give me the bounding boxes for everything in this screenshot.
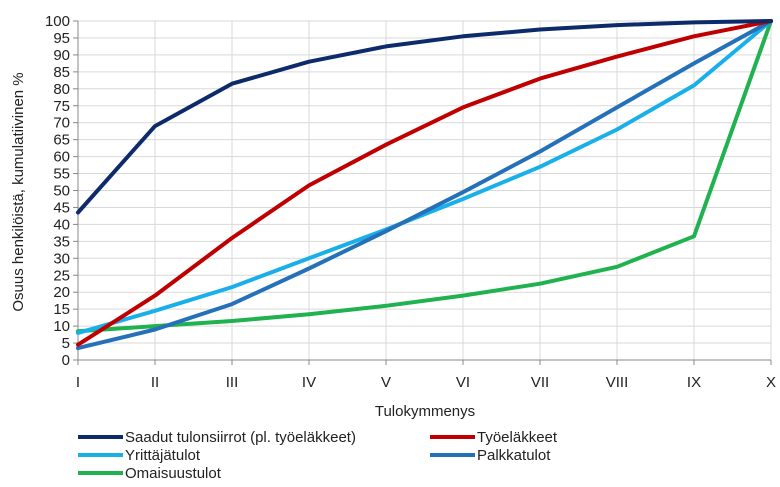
legend-label-0: Saadut tulonsiirrot (pl. työeläkkeet) [125, 429, 356, 446]
legend-label-1: Työeläkkeet [477, 429, 558, 446]
y-tick-label: 15 [53, 301, 70, 318]
y-tick-label: 85 [53, 64, 70, 81]
y-tick-label: 65 [53, 132, 70, 149]
x-tick-label: IV [302, 374, 316, 391]
x-tick-label: VI [456, 374, 470, 391]
series-line-2 [76, 19, 773, 335]
y-tick-label: 45 [53, 199, 70, 216]
y-axis-title: Osuus henkilöistä, kumulatiivinen % [10, 72, 27, 311]
y-tick-label: 30 [53, 250, 70, 267]
x-tick-label: V [381, 374, 391, 391]
y-tick-label: 10 [53, 318, 70, 335]
series-line-4 [76, 19, 773, 334]
y-tick-label: 5 [62, 335, 70, 352]
axes [73, 20, 772, 365]
y-tick-label: 40 [53, 216, 70, 233]
gridlines [77, 20, 772, 361]
y-tick-label: 75 [53, 98, 70, 115]
x-tick-label: II [151, 374, 159, 391]
legend: Saadut tulonsiirrot (pl. työeläkkeet) Työ… [78, 429, 558, 482]
tick-labels: 0510152025303540455055606570758085909510… [45, 13, 776, 391]
y-tick-label: 60 [53, 149, 70, 166]
y-tick-label: 70 [53, 115, 70, 132]
series-line-3 [76, 19, 773, 351]
y-tick-label: 50 [53, 183, 70, 200]
x-tick-label: I [76, 374, 80, 391]
legend-label-4: Omaisuustulot [125, 465, 222, 482]
x-tick-label: III [226, 374, 239, 391]
series-lines [76, 19, 773, 351]
legend-label-2: Yrittäjätulot [125, 447, 201, 464]
y-tick-label: 0 [62, 352, 70, 369]
x-tick-label: X [766, 374, 776, 391]
y-tick-label: 35 [53, 233, 70, 250]
series-line-0 [76, 19, 773, 215]
series-line-1 [76, 19, 773, 347]
y-tick-label: 55 [53, 166, 70, 183]
y-tick-label: 90 [53, 47, 70, 64]
y-tick-label: 95 [53, 30, 70, 47]
y-tick-label: 100 [45, 13, 70, 30]
x-axis-title: Tulokymmenys [375, 403, 475, 420]
x-tick-label: VIII [606, 374, 629, 391]
y-tick-label: 80 [53, 81, 70, 98]
x-tick-label: IX [687, 374, 701, 391]
x-tick-label: VII [531, 374, 549, 391]
legend-label-3: Palkkatulot [477, 447, 551, 464]
y-tick-label: 25 [53, 267, 70, 284]
y-tick-label: 20 [53, 284, 70, 301]
